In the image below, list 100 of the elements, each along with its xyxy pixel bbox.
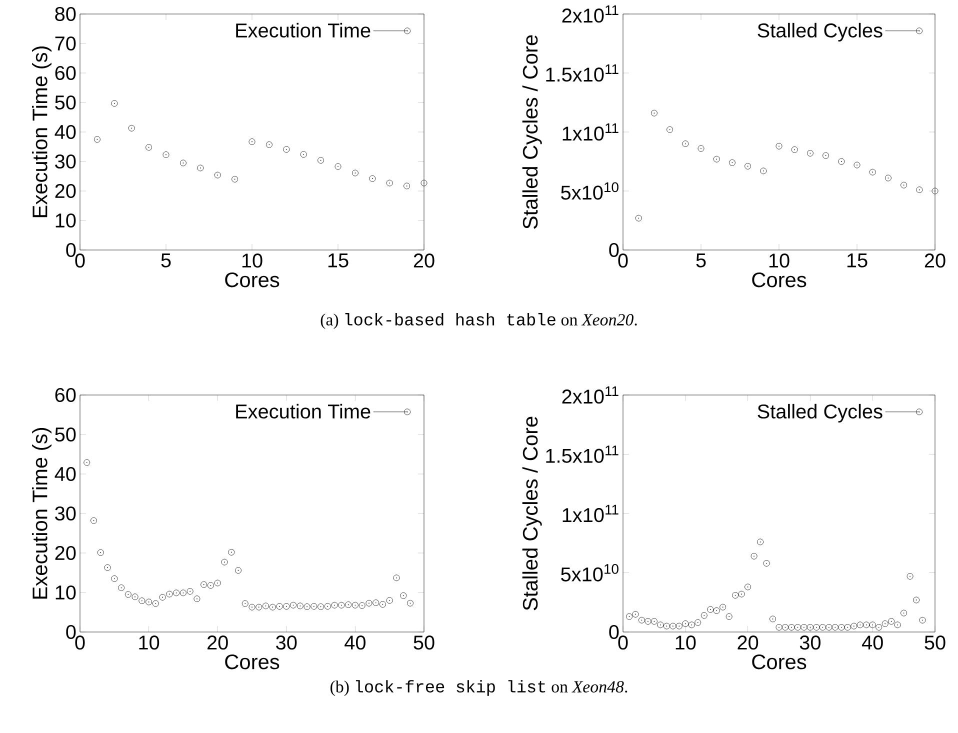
x-tick-label: 5	[161, 254, 171, 268]
point	[869, 168, 876, 176]
y-tick-label: 30	[55, 154, 76, 169]
point	[369, 175, 376, 182]
x-axis-title: Cores	[225, 272, 280, 288]
point	[159, 594, 166, 600]
point	[900, 610, 908, 616]
x-tick-label: 0	[75, 254, 85, 268]
x-tick-label: 20	[924, 254, 946, 268]
text: (b)	[330, 680, 349, 696]
x-tick-label: 40	[862, 636, 883, 650]
y-tick-label: 80	[55, 6, 76, 22]
y-tick-label: 10	[56, 213, 76, 228]
point	[682, 620, 689, 627]
point	[657, 622, 664, 628]
point	[162, 152, 170, 158]
y-tick-label: 0	[66, 242, 76, 258]
y-tick-label: 50	[55, 427, 76, 442]
point	[248, 138, 256, 145]
point	[352, 170, 358, 176]
x-tick-label: 0	[75, 636, 85, 650]
point	[832, 624, 838, 630]
point	[782, 624, 788, 630]
y-tick-label: 70	[55, 36, 76, 51]
point	[138, 598, 146, 604]
point	[720, 604, 726, 610]
point	[214, 172, 221, 178]
y-tick-label: 60	[55, 388, 76, 402]
point	[407, 600, 414, 606]
point	[420, 180, 428, 186]
y-axis-title: Execution Time (s)	[32, 428, 52, 599]
point	[380, 601, 386, 608]
point	[888, 618, 895, 625]
x-tick-label: 40	[344, 636, 366, 650]
point	[248, 604, 256, 610]
point	[663, 622, 670, 630]
y-tick-label: 2x10$^{11}$	[562, 386, 618, 404]
y-tick-label: 20	[55, 546, 76, 560]
point	[676, 622, 682, 630]
y-tick-label: 40	[54, 124, 76, 140]
point	[666, 126, 674, 133]
y-tick-label: 2x10$^{11}$	[562, 5, 618, 23]
y-tick-label: 0	[609, 624, 619, 640]
point	[826, 624, 832, 630]
x-tick-label: 15	[328, 254, 348, 268]
point	[386, 597, 393, 604]
y-axis-title: Stalled Cycles / Core	[522, 35, 542, 229]
point	[296, 602, 304, 610]
point	[822, 152, 830, 159]
point	[738, 590, 745, 598]
point	[713, 156, 720, 162]
point	[111, 100, 118, 107]
point	[310, 603, 318, 610]
point	[838, 158, 845, 165]
y-tick-label: 20	[55, 184, 76, 198]
x-tick-label: 10	[139, 636, 160, 650]
point	[194, 596, 200, 602]
point	[713, 607, 720, 614]
point	[900, 182, 908, 188]
point	[300, 151, 307, 158]
point	[180, 590, 186, 596]
point	[729, 159, 736, 166]
point	[400, 592, 407, 599]
point	[626, 613, 632, 620]
y-tick-label: 5x10$^{10}$	[561, 564, 618, 582]
y-tick-label: 30	[55, 506, 76, 521]
text: (a)	[320, 314, 338, 329]
point	[146, 144, 152, 151]
point	[152, 600, 159, 607]
point	[393, 574, 400, 582]
point	[882, 620, 888, 627]
point	[318, 157, 324, 164]
point	[651, 618, 658, 625]
point	[763, 560, 770, 566]
point	[124, 591, 132, 598]
point	[869, 622, 876, 628]
legend-label: Execution Time	[236, 22, 370, 38]
point	[197, 164, 204, 172]
point	[788, 624, 795, 630]
x-tick-label: 0	[618, 254, 628, 268]
point	[726, 613, 732, 620]
point	[104, 564, 111, 571]
x-tick-label: 0	[618, 636, 628, 650]
x-tick-label: 20	[208, 636, 228, 650]
y-tick-label: 40	[54, 466, 76, 482]
point	[807, 150, 814, 156]
point	[200, 581, 208, 588]
point	[913, 596, 920, 604]
point	[331, 602, 338, 608]
point	[638, 616, 645, 624]
point	[760, 168, 767, 174]
x-tick-label: 5	[696, 254, 706, 268]
point	[644, 618, 652, 625]
point	[807, 624, 814, 630]
point	[146, 598, 152, 606]
point	[186, 588, 194, 595]
text: on Xeon48.	[552, 681, 628, 693]
x-tick-label: 30	[276, 636, 297, 650]
point	[352, 602, 358, 608]
point	[208, 582, 214, 589]
